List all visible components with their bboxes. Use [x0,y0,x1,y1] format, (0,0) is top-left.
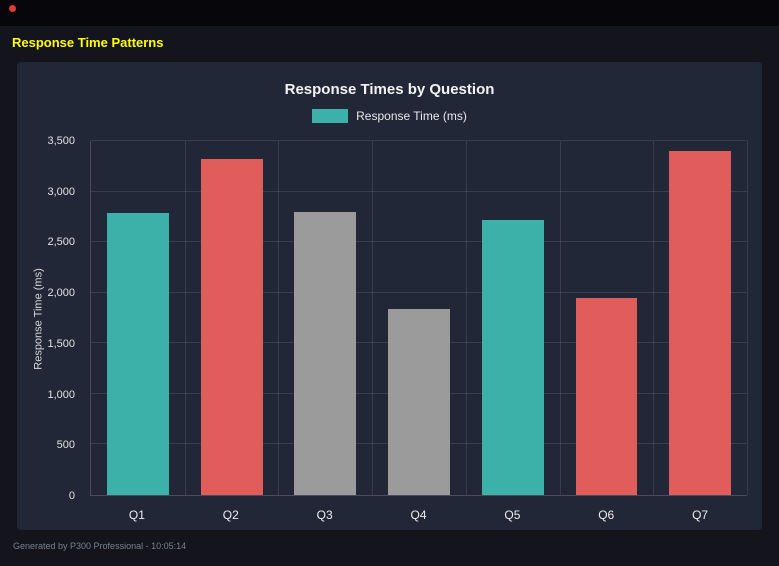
legend-item[interactable]: Response Time (ms) [17,109,762,123]
x-tick-label: Q6 [598,508,615,522]
record-indicator-icon [9,5,16,12]
legend-label: Response Time (ms) [356,109,467,123]
x-tick-label: Q7 [692,508,709,522]
bar-q2[interactable] [200,159,263,495]
bar-band [278,141,372,495]
gridline-vertical [559,141,561,495]
gridline-horizontal [91,140,747,141]
chart-title: Response Times by Question [284,81,495,98]
gridline-horizontal [91,190,747,192]
gridline-vertical [184,141,186,495]
y-tick-label: 0 [68,490,75,502]
footer-note: Generated by P300 Professional - 10:05:1… [13,541,187,551]
y-tick-label: 3,000 [47,185,75,198]
bar-q7[interactable] [669,151,732,495]
plot-area [90,140,748,496]
gridline-vertical [653,141,655,495]
y-tick-label: 2,500 [47,236,75,249]
top-bar [0,0,779,26]
x-axis-labels: Q1 Q2 Q3 Q4 Q5 Q6 Q7 [90,508,747,522]
y-tick-label: 500 [56,439,75,452]
bar-q3[interactable] [294,211,357,495]
bar-band [372,141,466,495]
chart-panel: Response Times by Question Response Time… [17,62,762,530]
x-tick-label: Q1 [128,508,145,522]
x-tick-label: Q3 [316,508,333,522]
bar-band [185,141,279,495]
y-tick-label: 1,000 [47,388,75,401]
gridline-vertical [465,141,467,495]
y-tick-label: 2,000 [47,287,75,300]
gridline-vertical [747,141,748,495]
x-tick-label: Q5 [504,508,521,522]
bar-q1[interactable] [106,212,169,495]
gridline-horizontal [91,241,747,243]
gridline-vertical [278,141,280,495]
y-tick-label: 1,500 [47,337,75,350]
bar-band [466,141,560,495]
x-tick-label: Q4 [410,508,427,522]
bar-q4[interactable] [388,308,450,495]
legend-swatch [312,109,349,123]
bar-q6[interactable] [575,297,638,495]
bar-q5[interactable] [481,219,544,495]
bar-band [653,141,747,495]
bar-band [560,141,654,495]
x-tick-label: Q2 [222,508,239,522]
gridline-horizontal [91,291,747,293]
y-axis-ticks: 0 500 1,000 1,500 2,000 2,500 3,000 3,500 [17,135,83,502]
bar-band [91,141,185,495]
gridline-vertical [372,141,374,495]
page-title: Response Time Patterns [12,35,164,50]
y-tick-label: 3,500 [47,135,75,147]
bars-layer [91,141,747,495]
